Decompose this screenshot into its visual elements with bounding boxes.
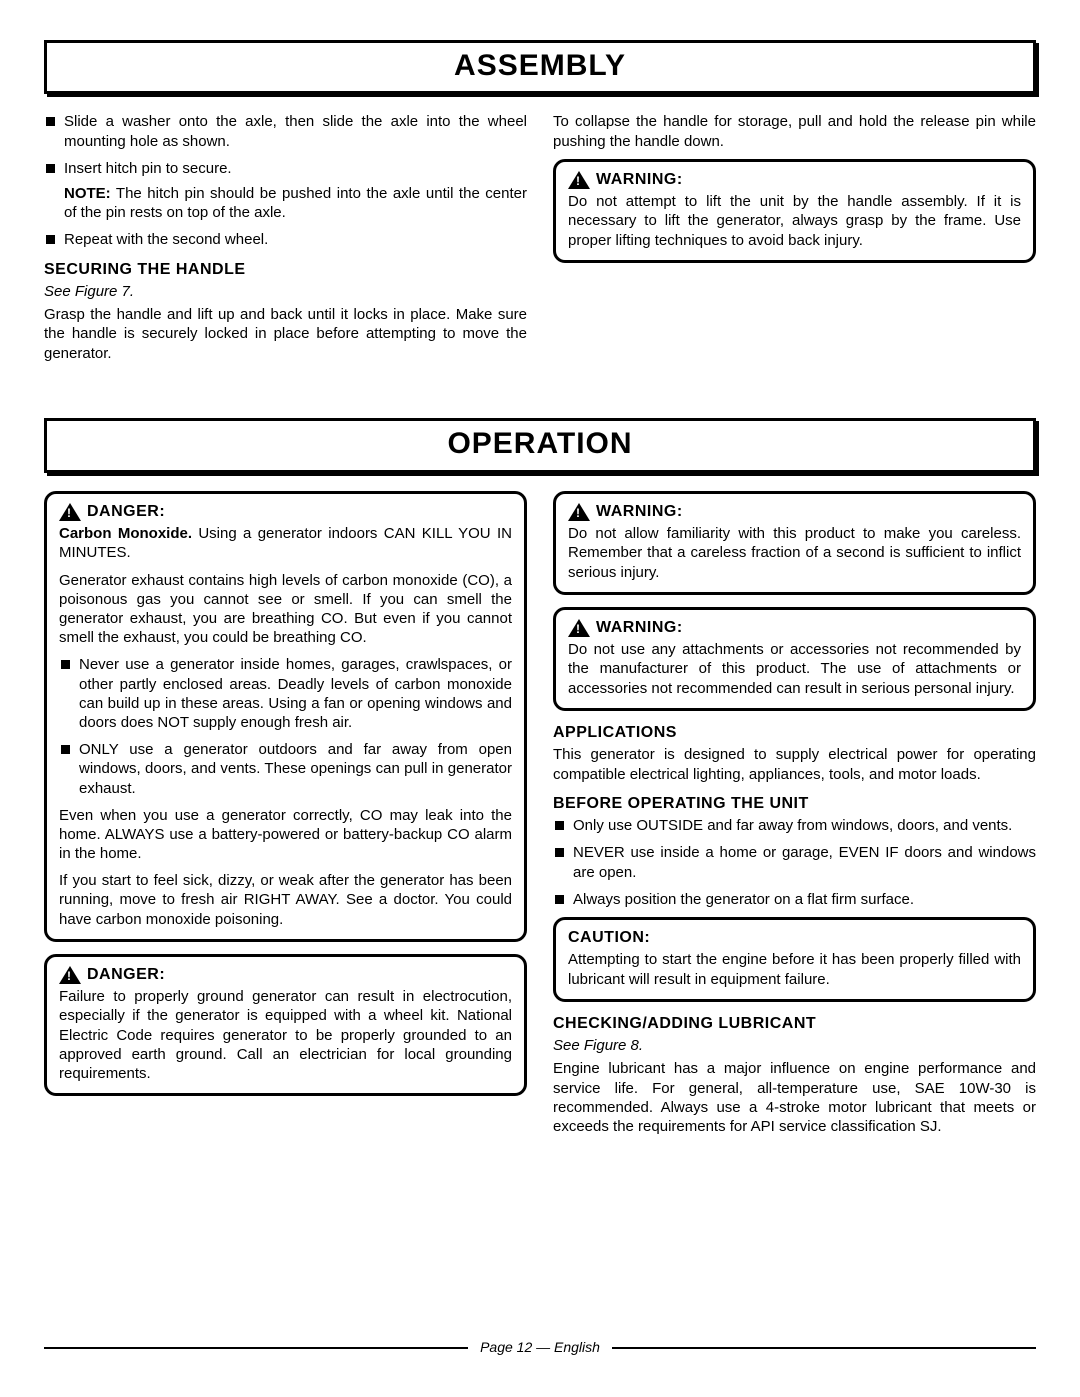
paragraph: Do not use any attachments or accessorie…: [568, 640, 1021, 698]
note-label: NOTE:: [64, 185, 111, 202]
alert-icon: [568, 503, 590, 521]
assembly-bullets: Slide a washer onto the axle, then slide…: [44, 112, 527, 249]
note-line: NOTE: The hitch pin should be pushed int…: [64, 184, 527, 222]
danger-title: DANGER:: [59, 502, 512, 522]
warning-body: Do not attempt to lift the unit by the h…: [568, 192, 1021, 250]
paragraph: Grasp the handle and lift up and back un…: [44, 305, 527, 363]
warning-box: WARNING: Do not allow familiarity with t…: [553, 491, 1036, 595]
caution-label: CAUTION:: [568, 928, 650, 948]
paragraph: Do not allow familiarity with this produ…: [568, 524, 1021, 582]
warning-title: WARNING:: [568, 170, 1021, 190]
list-item: Never use a generator inside homes, gara…: [59, 655, 512, 732]
heading-lubricant: CHECKING/ADDING LUBRICANT: [553, 1014, 1036, 1034]
assembly-columns: Slide a washer onto the axle, then slide…: [44, 112, 1036, 412]
warning-label: WARNING:: [596, 170, 683, 190]
paragraph: Generator exhaust contains high levels o…: [59, 571, 512, 648]
list-item: Only use OUTSIDE and far away from windo…: [553, 816, 1036, 835]
warning-label: WARNING:: [596, 618, 683, 638]
danger-box: DANGER: Failure to properly ground gener…: [44, 954, 527, 1096]
figure-ref: See Figure 8.: [553, 1036, 1036, 1055]
alert-icon: [59, 966, 81, 984]
paragraph: Carbon Monoxide. Using a generator indoo…: [59, 524, 512, 562]
alert-icon: [568, 171, 590, 189]
before-bullets: Only use OUTSIDE and far away from windo…: [553, 816, 1036, 909]
caution-box: CAUTION: Attempting to start the engine …: [553, 917, 1036, 1002]
before-operating-block: BEFORE OPERATING THE UNIT Only use OUTSI…: [553, 794, 1036, 909]
alert-icon: [568, 619, 590, 637]
paragraph: If you start to feel sick, dizzy, or wea…: [59, 871, 512, 929]
warning-box: WARNING: Do not use any attachments or a…: [553, 607, 1036, 711]
lubricant-block: CHECKING/ADDING LUBRICANT See Figure 8. …: [553, 1014, 1036, 1136]
footer-rule: [44, 1347, 468, 1349]
figure-ref: See Figure 7.: [44, 282, 527, 301]
paragraph: To collapse the handle for storage, pull…: [553, 112, 1036, 150]
note-text: The hitch pin should be pushed into the …: [64, 185, 527, 221]
alert-icon: [59, 503, 81, 521]
list-item: ONLY use a generator outdoors and far aw…: [59, 740, 512, 798]
danger-bullets: Never use a generator inside homes, gara…: [59, 655, 512, 797]
warning-label: WARNING:: [596, 502, 683, 522]
heading-securing-handle: SECURING THE HANDLE: [44, 260, 527, 280]
bullet-text: Insert hitch pin to secure.: [64, 160, 232, 177]
paragraph: Attempting to start the engine before it…: [568, 950, 1021, 988]
warning-title: WARNING:: [568, 618, 1021, 638]
heading-before-operating: BEFORE OPERATING THE UNIT: [553, 794, 1036, 814]
warning-title: WARNING:: [568, 502, 1021, 522]
list-item: Insert hitch pin to secure. NOTE: The hi…: [44, 159, 527, 223]
operation-columns: DANGER: Carbon Monoxide. Using a generat…: [44, 491, 1036, 1331]
danger-label: DANGER:: [87, 502, 165, 522]
list-item: NEVER use inside a home or garage, EVEN …: [553, 843, 1036, 881]
lead-bold: Carbon Monoxide.: [59, 525, 192, 542]
list-item: Always position the generator on a flat …: [553, 890, 1036, 909]
page-footer: Page 12 — English: [44, 1339, 1036, 1357]
section-title-assembly: ASSEMBLY: [44, 40, 1036, 94]
applications-block: APPLICATIONS This generator is designed …: [553, 723, 1036, 784]
warning-box: WARNING: Do not attempt to lift the unit…: [553, 159, 1036, 263]
danger-label: DANGER:: [87, 965, 165, 985]
danger-box: DANGER: Carbon Monoxide. Using a generat…: [44, 491, 527, 942]
footer-rule: [612, 1347, 1036, 1349]
heading-applications: APPLICATIONS: [553, 723, 1036, 743]
paragraph: Even when you use a generator correctly,…: [59, 806, 512, 864]
caution-title: CAUTION:: [568, 928, 1021, 948]
paragraph: Failure to properly ground generator can…: [59, 987, 512, 1083]
paragraph: This generator is designed to supply ele…: [553, 745, 1036, 783]
list-item: Slide a washer onto the axle, then slide…: [44, 112, 527, 150]
list-item: Repeat with the second wheel.: [44, 230, 527, 249]
paragraph: Engine lubricant has a major influence o…: [553, 1059, 1036, 1136]
danger-title: DANGER:: [59, 965, 512, 985]
section-title-operation: OPERATION: [44, 418, 1036, 472]
footer-text: Page 12 — English: [480, 1339, 600, 1357]
